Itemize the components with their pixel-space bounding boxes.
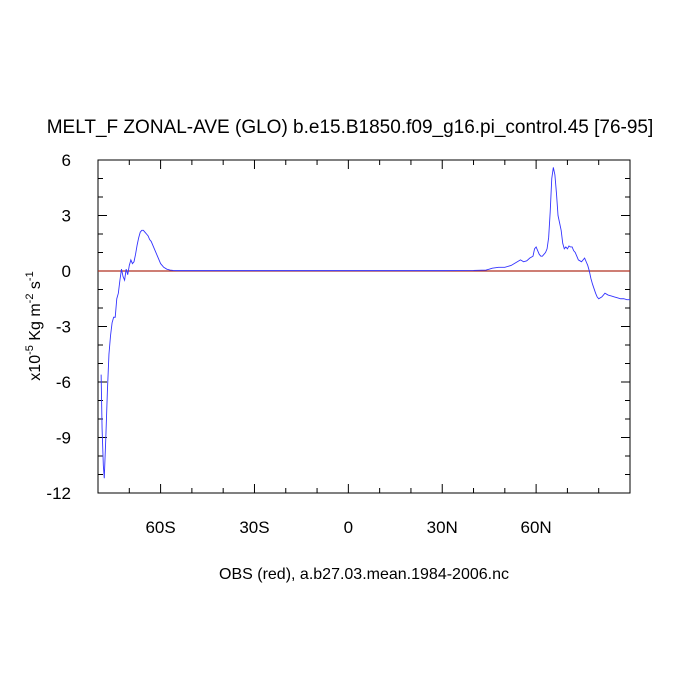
x-tick-label: 60N [521,518,552,537]
y-axis-label: x10-5 Kg m-2 s-1 [24,271,44,380]
x-tick-label: 0 [344,518,353,537]
y-tick-label: 0 [62,262,71,281]
x-axis-label: OBS (red), a.b27.03.mean.1984-2006.nc [219,566,509,583]
y-label-unit2: s [27,281,44,293]
x-axis: 60S 30S 0 30N 60N [97,160,600,537]
y-label-exp3: -1 [24,271,36,281]
series-line-model [100,167,630,479]
y-tick-label: -12 [46,484,71,503]
y-tick-label: -3 [56,318,71,337]
y-axis: 6 3 0 -3 -6 -9 -12 [46,151,630,503]
y-label-prefix: x10 [27,355,44,381]
y-label-unit1: Kg m [27,303,44,345]
x-tick-label: 30S [239,518,269,537]
chart-title: MELT_F ZONAL-AVE (GLO) b.e15.B1850.f09_g… [47,117,654,138]
y-tick-label: 3 [62,207,71,226]
series-layer [98,167,630,479]
y-tick-label: 6 [62,151,71,170]
x-tick-label: 60S [145,518,175,537]
y-label-exp1: -5 [24,345,36,355]
y-label-exp2: -2 [24,294,36,304]
y-tick-label: -6 [56,373,71,392]
x-tick-label: 30N [427,518,458,537]
y-tick-label: -9 [56,429,71,448]
